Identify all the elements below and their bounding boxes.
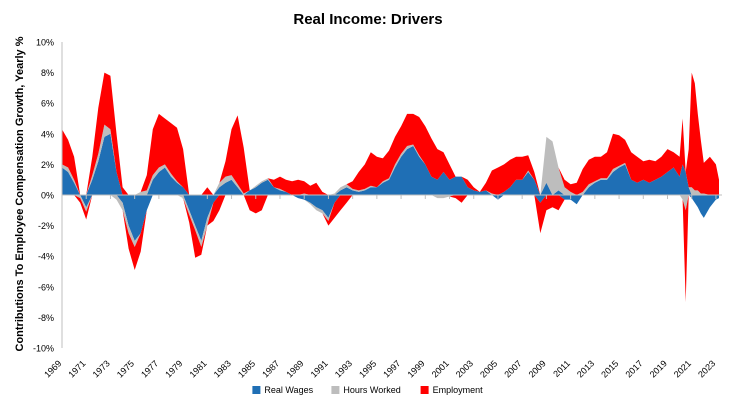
area-negative-series-1: [62, 195, 719, 247]
x-tick-label: 2015: [599, 358, 620, 379]
x-tick-label: 1977: [139, 358, 160, 379]
x-tick-label: 1993: [333, 358, 354, 379]
x-tick-label: 1975: [115, 358, 136, 379]
x-tick-label: 2009: [527, 358, 548, 379]
legend-swatch: [420, 386, 429, 394]
area-positive-series-0: [62, 133, 719, 195]
x-tick-label: 2023: [696, 358, 717, 379]
series-0: [62, 133, 719, 241]
y-tick-label: -2%: [38, 221, 54, 231]
x-tick-label: 1981: [187, 358, 208, 379]
legend-swatch: [331, 386, 340, 394]
chart-title: Real Income: Drivers: [293, 11, 442, 28]
y-tick-label: 8%: [41, 68, 54, 78]
y-tick-label: -6%: [38, 282, 54, 292]
x-tick-label: 2005: [478, 358, 499, 379]
legend-label: Real Wages: [264, 385, 313, 395]
x-tick-label: 2019: [648, 358, 669, 379]
legend-item-0: Real Wages: [252, 385, 314, 395]
x-tick-label: 1985: [236, 358, 257, 379]
legend-item-2: Employment: [420, 385, 484, 395]
area-positive-series-1: [62, 124, 719, 195]
area-positive-series-2: [62, 72, 719, 195]
y-tick-label: -10%: [33, 344, 54, 354]
y-tick-label: 4%: [41, 129, 54, 139]
y-tick-label: 2%: [41, 160, 54, 170]
x-tick-label: 2007: [502, 358, 523, 379]
x-tick-label: 1989: [284, 358, 305, 379]
y-tick-label: 6%: [41, 99, 54, 109]
x-tick-label: 2021: [672, 358, 693, 379]
x-tick-label: 1991: [309, 358, 330, 379]
y-tick-label: 10%: [36, 38, 54, 48]
y-tick-label: -4%: [38, 252, 54, 262]
y-tick-label: 0%: [41, 191, 54, 201]
x-tick-label: 1995: [357, 358, 378, 379]
x-tick-label: 2011: [551, 358, 572, 379]
x-tick-label: 2001: [430, 358, 451, 379]
area-negative-series-2: [62, 195, 719, 303]
y-tick-label: -8%: [38, 313, 54, 323]
legend-label: Employment: [433, 385, 484, 395]
x-tick-label: 2013: [575, 358, 596, 379]
x-tick-label: 2017: [623, 358, 644, 379]
x-tick-label: 1973: [91, 358, 112, 379]
x-tick-label: 2003: [454, 358, 475, 379]
legend-label: Hours Worked: [343, 385, 400, 395]
x-tick-label: 1987: [260, 358, 281, 379]
series-layer: [62, 72, 719, 303]
y-axis-label: Contributions To Employee Compensation G…: [14, 36, 26, 351]
x-tick-label: 1983: [212, 358, 233, 379]
legend-swatch: [252, 386, 261, 394]
x-tick-label: 1999: [405, 358, 426, 379]
x-tick-label: 1997: [381, 358, 402, 379]
series-2: [62, 72, 719, 303]
legend: Real Wages Hours Worked Employment: [252, 385, 483, 395]
legend-item-1: Hours Worked: [331, 385, 401, 395]
series-1: [62, 124, 719, 247]
area-negative-series-0: [62, 195, 719, 241]
x-tick-label: 1971: [66, 358, 87, 379]
x-tick-label: 1969: [42, 358, 63, 379]
x-tick-label: 1979: [163, 358, 184, 379]
